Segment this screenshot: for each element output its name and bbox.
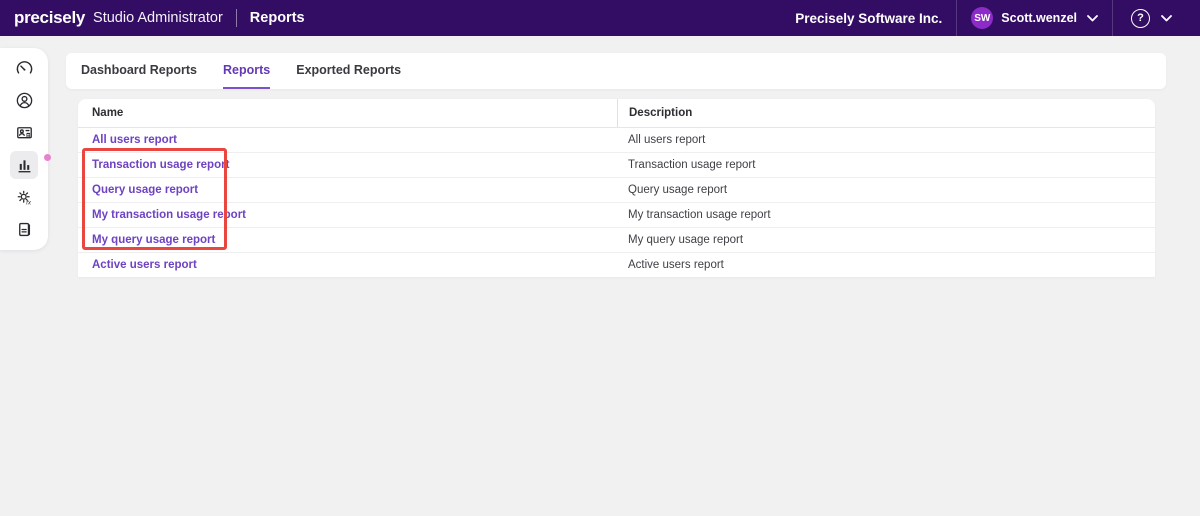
report-link[interactable]: Query usage report	[92, 184, 199, 196]
table-row: My query usage report My query usage rep…	[78, 227, 1155, 252]
reports-table: Name Description All users report All us…	[78, 99, 1155, 277]
table-row: Active users report Active users report	[78, 252, 1155, 277]
report-link[interactable]: Transaction usage report	[92, 159, 230, 171]
table-header-row: Name Description	[78, 99, 1155, 128]
header-divider	[235, 9, 237, 27]
column-header-description[interactable]: Description	[617, 99, 1155, 127]
report-description: All users report	[628, 134, 706, 146]
chevron-down-icon	[1161, 14, 1172, 21]
tab-exported-reports[interactable]: Exported Reports	[296, 63, 402, 77]
table-row: Query usage report Query usage report	[78, 177, 1155, 202]
user-menu[interactable]: SW Scott.wenzel	[957, 7, 1112, 29]
user-account-icon	[16, 92, 32, 109]
report-link[interactable]: Active users report	[92, 259, 197, 271]
avatar[interactable]: SW	[971, 7, 994, 29]
sidebar-item-logs[interactable]	[10, 216, 38, 244]
chevron-down-icon	[1087, 14, 1098, 21]
report-link[interactable]: My transaction usage report	[92, 209, 247, 221]
sidebar-item-licenses[interactable]	[10, 119, 38, 147]
company-name: Precisely Software Inc.	[795, 10, 943, 26]
notification-dot	[44, 154, 51, 161]
sidebar-icon-rail: fx	[0, 48, 48, 250]
table-row: All users report All users report	[78, 128, 1155, 152]
report-link[interactable]: My query usage report	[92, 234, 216, 246]
sidebar-item-functions[interactable]: fx	[10, 184, 38, 212]
page-title: Reports	[249, 10, 305, 26]
svg-text:fx: fx	[26, 200, 32, 207]
user-name: Scott.wenzel	[1001, 11, 1077, 25]
table-row: My transaction usage report My transacti…	[78, 202, 1155, 227]
report-description: Query usage report	[628, 184, 728, 196]
functions-gear-icon: fx	[17, 190, 32, 207]
column-header-name[interactable]: Name	[92, 107, 124, 119]
document-logs-icon	[18, 223, 30, 237]
app-name: Studio Administrator	[93, 10, 223, 26]
gauge-dashboard-icon	[16, 60, 32, 74]
table-row: Transaction usage report Transaction usa…	[78, 152, 1155, 177]
top-header-bar: precisely Studio Administrator Reports P…	[0, 0, 1200, 36]
header-vertical-separator	[956, 0, 958, 36]
license-card-icon	[16, 127, 32, 139]
header-vertical-separator	[1112, 0, 1113, 36]
report-description: My query usage report	[628, 234, 744, 246]
bar-chart-reports-icon	[18, 160, 30, 173]
report-description: My transaction usage report	[628, 209, 771, 221]
precisely-logo[interactable]: precisely	[14, 8, 86, 27]
help-menu[interactable]: ?	[1113, 8, 1188, 28]
report-description: Transaction usage report	[628, 159, 756, 171]
sidebar-item-reports[interactable]	[10, 151, 38, 180]
report-link[interactable]: All users report	[92, 134, 177, 146]
tab-reports[interactable]: Reports	[223, 53, 271, 89]
help-icon[interactable]: ?	[1131, 8, 1150, 28]
sidebar-item-dashboard[interactable]	[10, 54, 38, 82]
report-description: Active users report	[628, 259, 724, 271]
sidebar-item-users[interactable]	[10, 86, 38, 114]
tab-bar: Dashboard Reports Reports Exported Repor…	[66, 53, 1166, 89]
tab-dashboard-reports[interactable]: Dashboard Reports	[81, 63, 197, 77]
